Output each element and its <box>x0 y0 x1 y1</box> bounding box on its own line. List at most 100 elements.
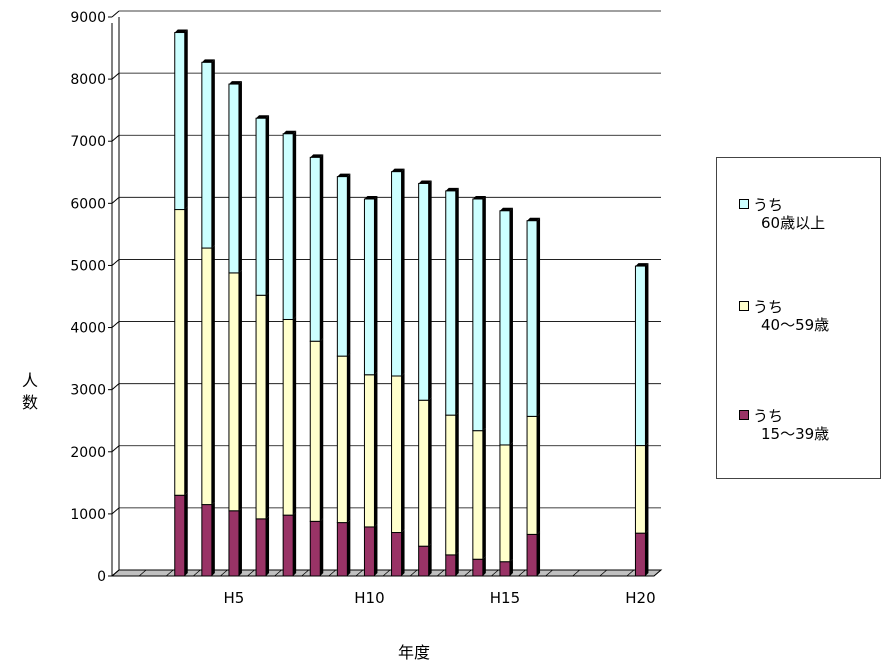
bar-side <box>482 195 486 431</box>
floor-tick <box>165 569 174 577</box>
bar-side <box>455 551 459 576</box>
legend-swatch-15-39 <box>739 410 749 420</box>
bar-front <box>391 532 403 577</box>
bar-side <box>645 263 649 446</box>
bar-front <box>282 318 294 516</box>
bar-segment <box>282 512 297 577</box>
bar-side <box>320 518 324 576</box>
floor-tick <box>491 569 499 577</box>
bar-segment <box>363 371 378 528</box>
bar-segment <box>174 492 188 577</box>
floor-tick <box>518 569 526 577</box>
chart-floor <box>110 569 663 577</box>
bars <box>174 29 649 577</box>
bar-top <box>256 115 270 119</box>
bar-front <box>499 210 511 446</box>
bar-side <box>347 173 351 357</box>
bar-segment <box>499 441 513 563</box>
y-tick-depth <box>111 383 120 391</box>
bar-segment <box>499 207 513 446</box>
floor-tick <box>138 569 147 577</box>
bar-segment <box>174 29 188 211</box>
bar-segment <box>418 397 432 547</box>
bar-segment <box>418 180 432 401</box>
floor-tick <box>355 569 364 577</box>
y-tick-depth <box>111 10 120 18</box>
bar-side <box>266 515 270 576</box>
bar-segment <box>445 187 459 416</box>
bar-segment <box>255 292 270 520</box>
y-tick-depth <box>111 196 120 204</box>
bar-segment <box>445 412 459 556</box>
bar-top <box>283 130 297 134</box>
y-tick-label: 5000 <box>70 258 106 274</box>
y-tick-label: 4000 <box>70 321 106 337</box>
bar-side <box>320 338 324 522</box>
bar-side <box>401 373 405 533</box>
bar-side <box>428 397 432 547</box>
bar-front <box>363 374 375 528</box>
bar-side <box>238 269 242 511</box>
bar-segment <box>391 168 405 377</box>
legend-label-line2: 40〜59歳 <box>761 316 830 334</box>
bar-front <box>634 445 646 534</box>
bar-top <box>337 173 351 177</box>
bar-front <box>526 220 538 417</box>
bar-front <box>174 32 186 211</box>
legend-swatch-60-over <box>739 199 749 209</box>
bar-side <box>374 523 378 576</box>
bar-segment <box>526 531 541 577</box>
bar-front <box>174 209 186 496</box>
labels: 0 1000 2000 3000 4000 5000 6000 7000 8000 9000 H5 H… <box>22 10 656 662</box>
bar-segment <box>472 195 486 432</box>
bar-segment <box>391 373 405 534</box>
bar-top <box>499 207 513 211</box>
y-tick-label: 0 <box>97 569 106 585</box>
bar-segment <box>634 442 649 534</box>
bar-segment <box>174 206 188 496</box>
bar-front <box>336 176 348 357</box>
bar-top <box>472 195 486 199</box>
bar-front <box>282 514 294 577</box>
floor-tick <box>409 569 418 577</box>
bar-front <box>201 247 213 506</box>
floor-tick <box>274 569 282 577</box>
x-tick-label: H5 <box>224 589 245 607</box>
bar-top <box>310 154 324 158</box>
bar-side <box>266 115 270 296</box>
bar-front <box>363 526 375 577</box>
y-tick-depth <box>111 259 120 266</box>
bar-front <box>309 156 321 342</box>
bar-side <box>211 245 215 505</box>
bar-side <box>266 292 270 519</box>
bar-front <box>499 561 511 577</box>
bar-segment <box>255 115 270 296</box>
floor-tick <box>220 569 228 577</box>
bar-top <box>174 29 188 33</box>
bar-side <box>184 492 188 576</box>
bar-front <box>472 430 484 560</box>
bar-front <box>499 444 511 563</box>
bar-front <box>526 533 538 577</box>
bar-segment <box>363 523 378 577</box>
bar-side <box>482 427 486 560</box>
bar-segment <box>201 501 215 577</box>
legend: うち 60歳以上 うち 40〜59歳 うち 15〜39歳 <box>716 157 881 479</box>
bar-front <box>634 265 646 447</box>
bar-front <box>174 494 186 577</box>
bar-segment <box>309 518 324 577</box>
bar-front <box>391 171 403 377</box>
bar-side <box>537 217 541 417</box>
y-tick-label: 9000 <box>70 10 106 26</box>
legend-label-line1: うち <box>753 298 784 316</box>
legend-swatch-40-59 <box>739 301 749 311</box>
bar-front <box>472 558 484 577</box>
bar-side <box>428 180 432 401</box>
bar-side <box>238 81 242 273</box>
floor-tick <box>382 569 391 577</box>
bar-front <box>228 272 240 512</box>
bar-side <box>184 29 188 210</box>
y-axis-label: 人数 <box>22 371 38 412</box>
bar-side <box>211 59 215 249</box>
bar-front <box>309 340 321 522</box>
